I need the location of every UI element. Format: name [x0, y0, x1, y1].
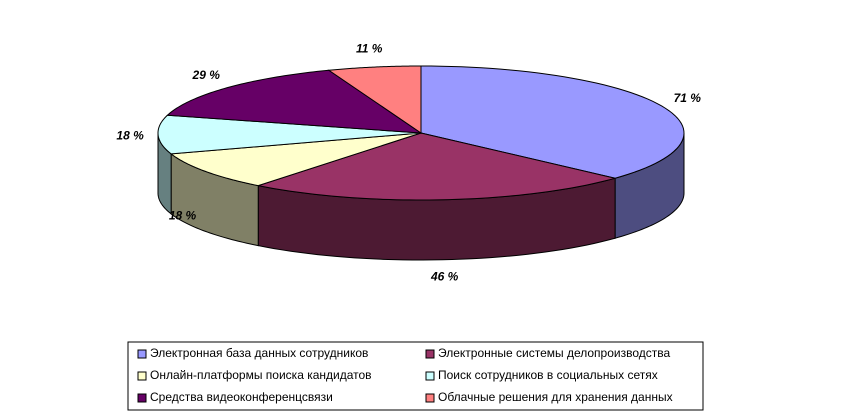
legend-label: Средства видеоконференцсвязи	[150, 390, 333, 404]
data-label: 71 %	[674, 91, 702, 105]
slice	[327, 65, 422, 134]
data-label: 29 %	[192, 68, 221, 82]
data-label: 18 %	[116, 129, 144, 143]
legend-swatch	[425, 349, 435, 359]
legend-swatch	[137, 371, 147, 381]
data-label: 46 %	[430, 270, 459, 284]
legend-label: Электронные системы делопроизводства	[438, 346, 670, 360]
slice	[157, 114, 422, 155]
legend-label: Облачные решения для хранения данных	[438, 390, 673, 404]
slice	[166, 69, 423, 134]
legend-label: Электронная база данных сотрудников	[150, 346, 368, 360]
legend-label: Поиск сотрудников в социальных сетях	[438, 368, 658, 382]
slice	[169, 132, 422, 187]
data-label: 18 %	[169, 208, 197, 222]
data-label: 11 %	[356, 42, 383, 56]
legend-swatch	[137, 393, 147, 403]
legend-swatch	[425, 371, 435, 381]
legend-box	[127, 341, 704, 411]
legend-label: Онлайн-платформы поиска кандидатов	[150, 368, 372, 382]
slice	[256, 132, 616, 201]
slice	[420, 65, 685, 179]
legend-swatch	[425, 393, 435, 403]
legend-swatch	[137, 349, 147, 359]
